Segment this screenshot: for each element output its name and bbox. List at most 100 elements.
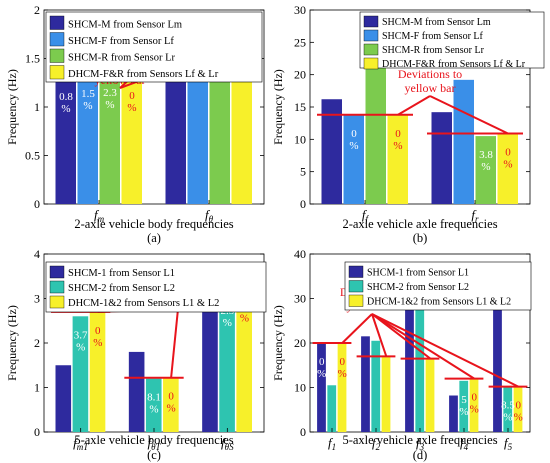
deviation-arrow [341,313,373,344]
panel-label: (b) [413,231,428,245]
y-tick-label: 5 [300,165,306,179]
y-tick-label: 20 [294,336,306,350]
bar [317,343,326,432]
bar [128,351,145,432]
y-tick-label: 10 [294,381,306,395]
y-axis-label: Frequency (Hz) [5,305,19,381]
deviation-arrow [170,308,179,378]
x-tick-label: fr [471,207,479,224]
bar [231,42,252,205]
legend-box [359,11,545,69]
panel-label: (c) [147,448,161,462]
legend-box [45,261,267,313]
bar [405,278,414,432]
bar [163,377,179,432]
x-tick-label: fθ [205,207,214,224]
deviation-label: 0% [503,147,512,171]
deviation-label: 0% [393,128,402,152]
bar [475,136,496,204]
legend: SHCM-M from Sensor Lm SHCM-F from Sensor … [359,11,545,70]
y-tick-label: 3 [34,292,40,306]
bar [469,378,479,432]
deviation-label: 8.1% [147,392,161,416]
deviation-label: 5% [459,394,468,418]
legend-swatch [49,32,65,47]
y-tick-label: 0.5 [25,149,40,163]
bar [55,365,72,432]
legend-label: SHCM-R from Sensor Lr [382,45,485,56]
deviation-label: 1.5% [81,88,95,112]
y-tick-label: 2 [34,336,40,350]
legend-box [45,11,263,83]
bar [361,336,370,432]
bar [493,263,502,432]
bar [371,340,381,432]
legend-swatch [363,57,379,70]
deviation-label: 0.8% [59,91,73,115]
y-tick-label: 0 [300,197,306,211]
reference-lines [312,313,528,388]
deviation-label: 0% [338,356,347,380]
x-tick-label: ff [362,207,370,224]
y-tick-label: 30 [294,3,306,17]
x-tick-label: fθT [147,435,161,452]
bar [431,112,452,204]
deviation-label: 3.7% [74,329,88,353]
bar [187,43,208,205]
bar [321,99,342,204]
panel-b: 0 5 10 15 20 25 30 Frequency (Hz) ff fr 0 % 0 % 3.8 % 0%… [271,3,545,245]
bar [459,380,469,432]
legend-label: SHCM-M from Sensor Lm [68,20,182,31]
deviation-label: 0% [93,325,102,349]
bar [202,309,218,432]
deviation-label: 0% [127,90,136,114]
legend-label: DHCM-F&R from Sensors Lf & Lr [382,59,526,70]
legend-swatch [348,265,364,278]
legend-label: DHCM-1&2 from Sensors L1 & L2 [68,298,219,309]
deviation-label: 0% [167,391,176,415]
bar [99,74,120,205]
bar [55,77,76,204]
deviation-label: 0% [349,128,358,152]
legend-label: SHCM-F from Sensor Lf [382,31,484,42]
deviation-label: 0% [317,356,326,380]
deviation-label: 0% [514,400,523,424]
bar [449,395,458,432]
deviation-arrow [371,313,519,388]
panel-label: (d) [413,448,428,462]
deviation-arrow [371,313,431,360]
panel-c: 0 1 2 3 4 Frequency (Hz) fmT fθT fθS 3.7 % 0 % 8.1 % 0%… [5,247,267,462]
bar [89,311,106,432]
bar [453,79,474,204]
y-tick-label: 1.5 [25,52,40,66]
panel-a: 0 0.5 1 1.5 2 Frequency (Hz) fm fθ 0.8 % 1.5 % 2.3 % 0… [5,3,265,245]
bar [337,343,347,432]
x-tick-label: f4 [460,435,469,452]
legend-swatch [363,29,379,42]
y-axis-label: Frequency (Hz) [271,305,285,381]
panel-caption: 5-axle vehicle axle frequencies [342,433,497,447]
bar [425,358,435,432]
deviation-label: 3.8% [479,149,493,173]
bar [381,356,391,432]
legend-swatch [49,265,65,279]
y-tick-label: 0 [34,197,40,211]
deviation-label: 8.5% [501,400,515,424]
x-tick-label: fmT [73,435,89,452]
x-tick-label: f3 [416,435,425,452]
legend-swatch [363,43,379,56]
y-tick-label: 15 [294,100,306,114]
legend-label: SHCM-F from Sensor Lf [68,36,174,47]
y-tick-label: 1 [34,100,40,114]
legend-label: SHCM-M from Sensor Lm [382,17,491,28]
deviation-arrow [371,313,475,380]
bar [343,114,364,204]
reference-lines [317,95,523,135]
deviation-label: 2.3% [103,87,117,111]
y-axis-label: Frequency (Hz) [271,69,285,145]
y-tick-label: 10 [294,132,306,146]
panel-caption: 2-axle vehicle body frequencies [74,217,233,231]
bar [72,316,89,432]
